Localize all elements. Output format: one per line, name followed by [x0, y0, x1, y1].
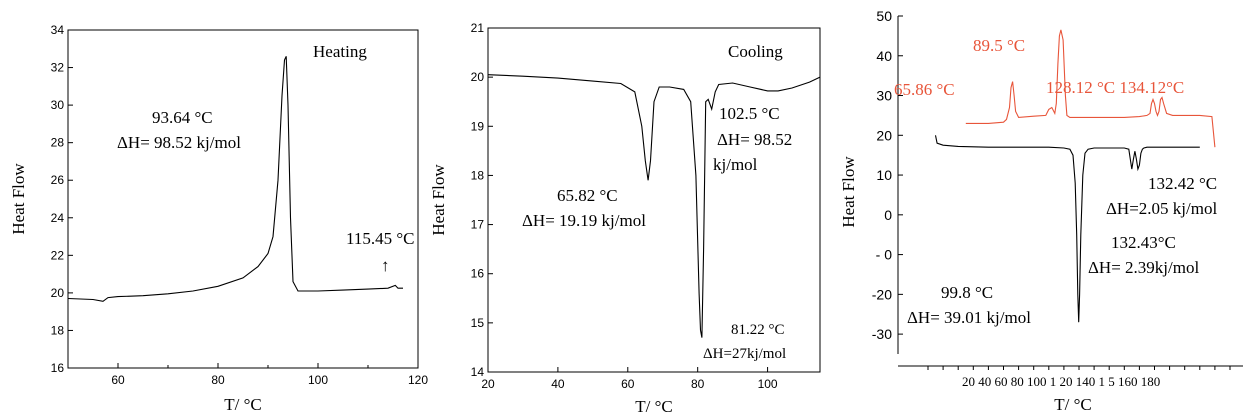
annotation-peakC: 81.22 °C: [731, 322, 785, 338]
y-tick-label: 24: [51, 211, 65, 225]
x-axis-label: T/ °C: [635, 397, 673, 416]
y-tick-label: 18: [51, 323, 65, 337]
annotation-peak2: 115.45 °C: [346, 229, 415, 248]
y-tick-label: 18: [471, 168, 485, 182]
annotation-arrow: ↑: [381, 256, 390, 275]
cooling-curve: [487, 74, 821, 338]
x-tick-label: 60: [621, 377, 635, 391]
x-axis-label: T/ °C: [1054, 395, 1092, 414]
y-axis-label: Heat Flow: [839, 156, 858, 228]
annotation-peakA: 102.5 °C: [719, 104, 780, 123]
y-tick-label: 28: [51, 136, 65, 150]
x-axis-label: T/ °C: [224, 395, 262, 414]
annotation-peakB: 65.82 °C: [557, 186, 618, 205]
y-tick-label: 34: [51, 23, 65, 37]
cooling-chart: 20 40 60 80 100 14 15 16 17 18 19 20 21 T/ °C Heat Flo…: [429, 21, 821, 416]
annotation-r3: 128.12 °C 134.12°C: [1046, 78, 1184, 97]
annotation-enthA1: ΔH= 98.52: [717, 130, 792, 149]
y-tick-label: 16: [51, 361, 65, 375]
x-tick-label: 100: [758, 377, 778, 391]
y-tick-label: 0: [884, 207, 892, 223]
y-tick-label: 50: [876, 8, 892, 24]
black-curve: [934, 135, 1200, 323]
y-axis-label: Heat Flow: [9, 163, 28, 235]
y-tick-label: - 0: [876, 247, 893, 263]
annotation-peak1: 93.64 °C: [152, 108, 213, 127]
x-tick-label: 80: [691, 377, 705, 391]
heating-curve: [67, 56, 403, 302]
y-tick-label: 30: [51, 98, 65, 112]
annotation-k6: ΔH= 39.01 kj/mol: [907, 308, 1031, 327]
x-tick-label: 20: [481, 377, 495, 391]
x-tick-labels: 20 40 60 80 100 1 20 140 1 5 160 180: [962, 374, 1160, 389]
y-tick-label: 32: [51, 61, 65, 75]
y-tick-label: 20: [51, 286, 65, 300]
y-tick-label: 40: [876, 48, 892, 64]
red-curve: [965, 29, 1216, 148]
y-axis-label: Heat Flow: [429, 164, 448, 236]
y-tick-label: 20: [471, 70, 485, 84]
y-tick-label: 22: [51, 248, 65, 262]
annotation-k5: 99.8 °C: [941, 283, 993, 302]
y-tick-label: 30: [876, 88, 892, 104]
annotation-enthC: ΔH=27kj/mol: [703, 346, 786, 362]
annotation-r1: 89.5 °C: [973, 36, 1025, 55]
x-tick-label: 80: [211, 373, 225, 387]
y-tick-label: -20: [872, 286, 892, 302]
annotation-enthalpy1: ΔH= 98.52 kj/mol: [117, 133, 241, 152]
heating-chart: 60 80 100 120 16 18 20 22 24 26 28 30 32 34 T/ °C Heat …: [9, 23, 428, 414]
y-tick-label: 19: [471, 119, 485, 133]
annotation-k4: ΔH= 2.39kj/mol: [1088, 258, 1199, 277]
annotation-k1: 132.42 °C: [1148, 174, 1217, 193]
x-tick-label: 60: [111, 373, 125, 387]
annotation-Cooling: Cooling: [728, 42, 783, 61]
y-tick-label: 10: [876, 167, 892, 183]
annotation-k3: 132.43°C: [1111, 233, 1176, 252]
plot-frame: [487, 27, 821, 373]
annotation-Heating: Heating: [313, 42, 367, 61]
y-tick-label: 20: [876, 127, 892, 143]
y-tick-label: 21: [471, 21, 485, 35]
y-tick-label: 15: [471, 316, 485, 330]
annotation-k2: ΔH=2.05 kj/mol: [1106, 199, 1217, 218]
x-tick-label: 100: [308, 373, 328, 387]
annotation-r2: 65.86 °C: [894, 80, 955, 99]
y-tick-label: 17: [471, 218, 485, 232]
overlay-chart: 50 40 30 20 10 0 - 0 -20 -30 20 40 60 80 100 1 20…: [839, 8, 1243, 414]
x-tick-label: 40: [551, 377, 565, 391]
annotation-enthA2: kj/mol: [713, 155, 758, 174]
x-tick-label: 120: [408, 373, 428, 387]
plot-frame: [67, 29, 419, 369]
y-tick-label: 16: [471, 267, 485, 281]
y-tick-label: -30: [872, 326, 892, 342]
y-tick-label: 26: [51, 173, 65, 187]
annotation-enthB: ΔH= 19.19 kj/mol: [522, 211, 646, 230]
y-tick-label: 14: [471, 365, 485, 379]
